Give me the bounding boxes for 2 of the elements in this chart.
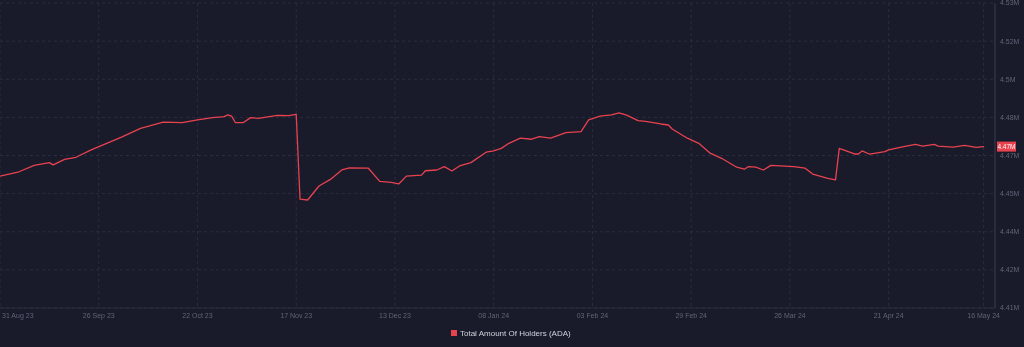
legend-label: Total Amount Of Holders (ADA) (460, 328, 572, 338)
line-series (0, 112, 985, 201)
